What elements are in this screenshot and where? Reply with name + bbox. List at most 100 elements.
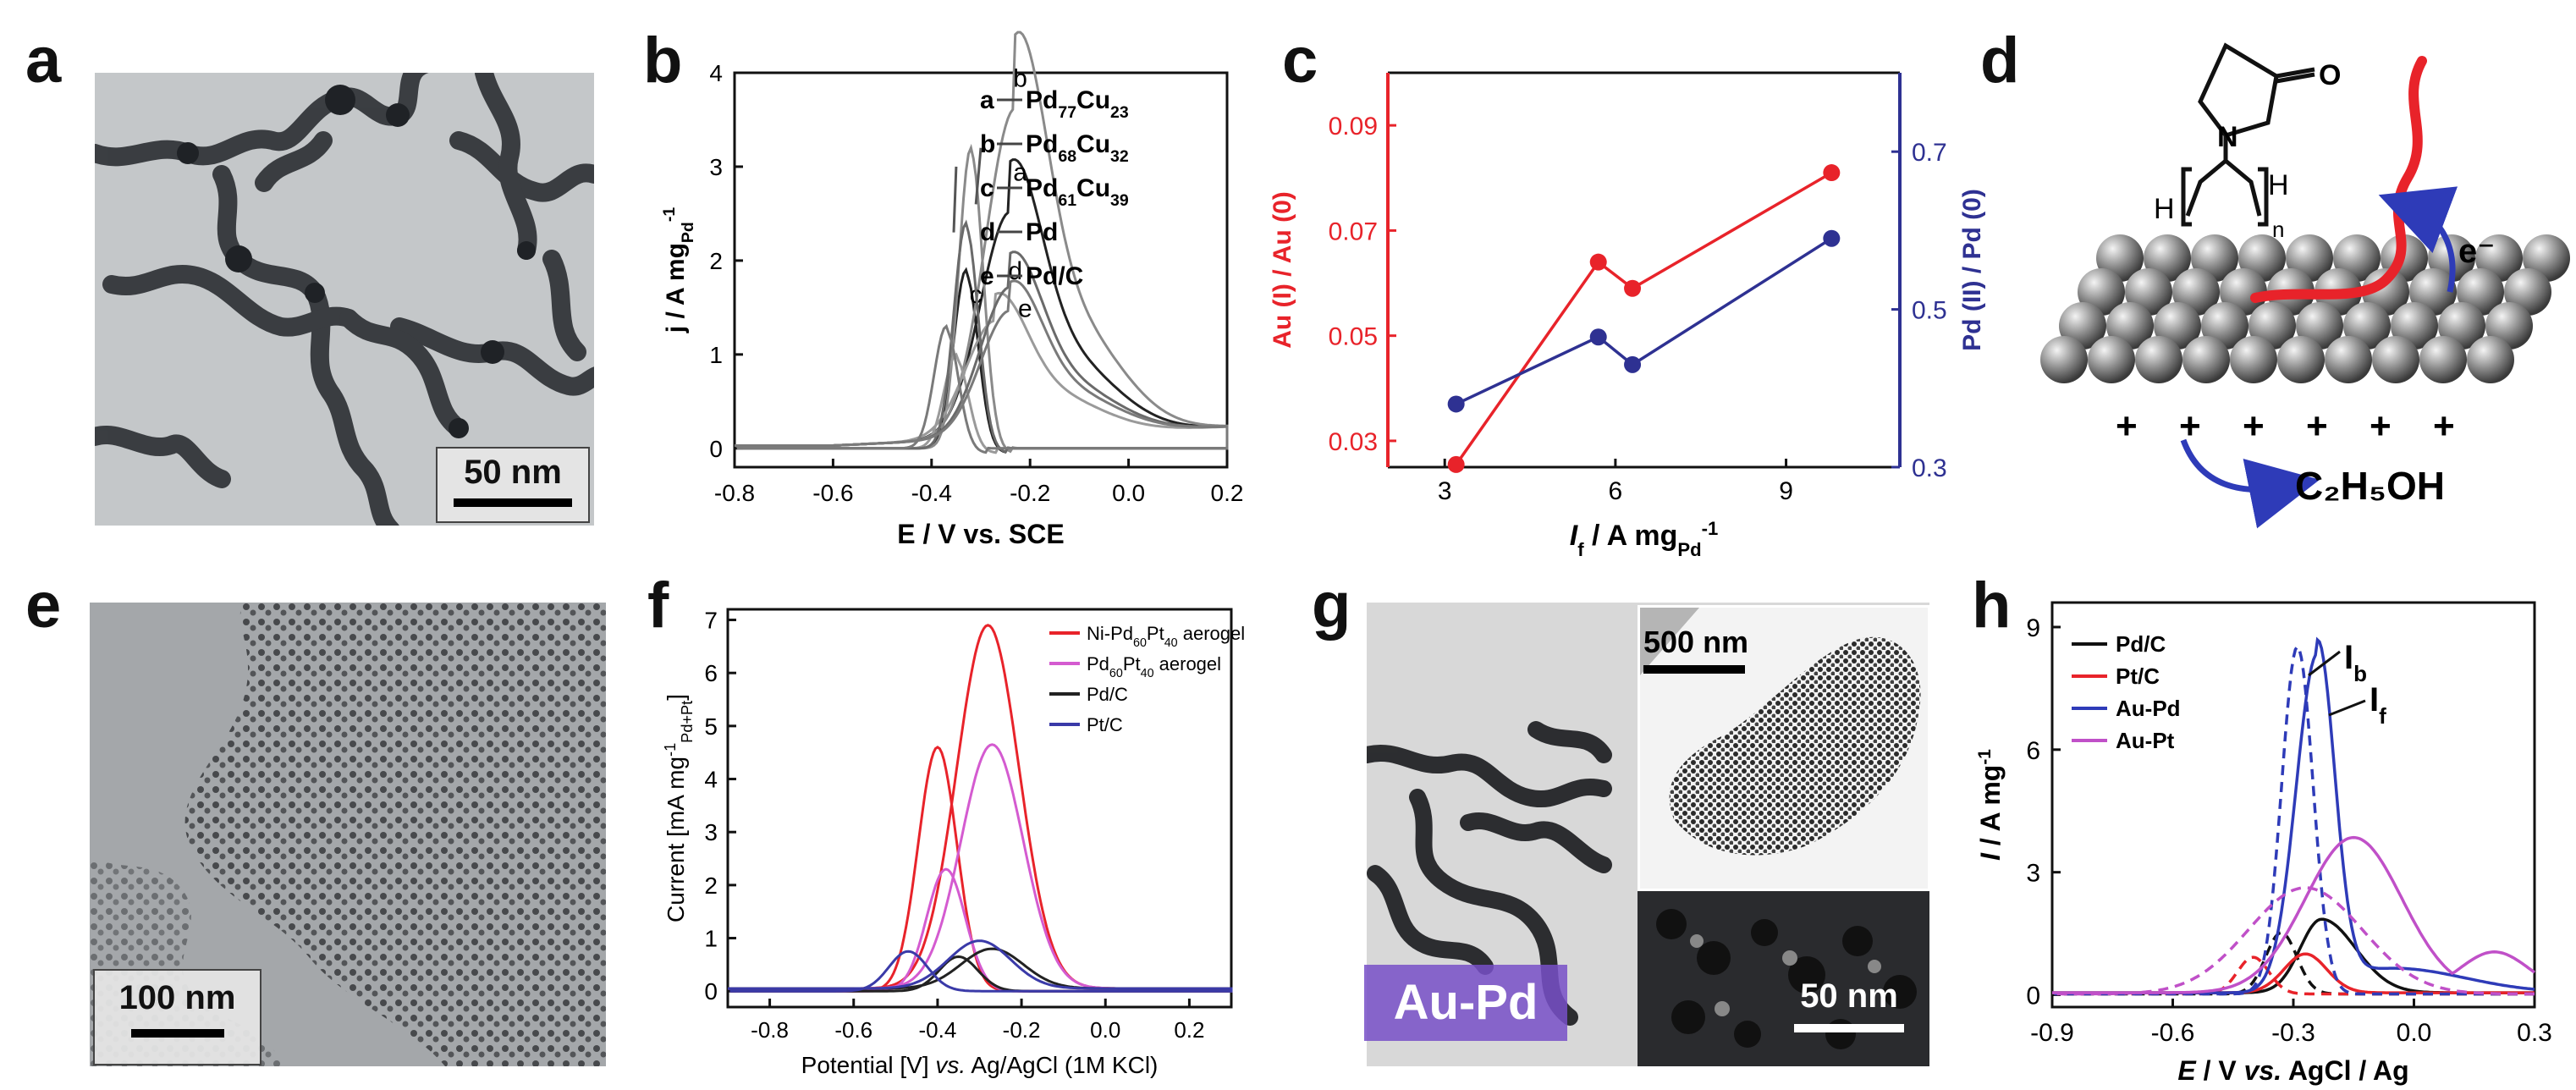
x-tick-label: -0.2 (1010, 480, 1050, 506)
x-tick-label: -0.3 (2271, 1019, 2315, 1047)
data-point-left (1624, 279, 1642, 297)
legend-label-part: Cu (1076, 174, 1110, 202)
curve-label-e: e (1018, 295, 1032, 322)
y-tick-label: 3 (704, 819, 718, 845)
legend-key: e (980, 262, 994, 290)
legend-label: Pd68Cu32 (1026, 130, 1129, 166)
legend-label-part: 39 (1110, 191, 1129, 210)
legend-key: c (980, 174, 994, 202)
legend-label-part: 77 (1058, 103, 1076, 122)
panel-letter-a: a (25, 25, 62, 96)
x-axis-label-part: Pd (1677, 539, 1701, 560)
legend-label-part: Pd (1026, 174, 1058, 202)
series-line-right (1455, 237, 1833, 405)
annotation-if: If (2370, 681, 2386, 729)
y-tick-label: 0 (704, 978, 718, 1005)
curve-label-d: d (1008, 257, 1022, 285)
y-axis-label-part: Pd+Pt (679, 701, 696, 743)
x-tick-label: 0.2 (1211, 480, 1244, 506)
y-axis-label-part: -1 (660, 207, 679, 222)
x-tick-label: -0.2 (1003, 1017, 1041, 1043)
x-axis-label-part: vs. (2244, 1055, 2282, 1086)
x-axis-label: Potential [V] vs. Ag/AgCl (1M KCl) (801, 1052, 1159, 1078)
tem-network-a (95, 73, 594, 526)
legend-label-part: Pd (1026, 86, 1058, 114)
y-axis-label-part: Pd (679, 222, 697, 243)
metal-atom (2088, 336, 2135, 383)
y-tick-label-right: 0.7 (1912, 139, 1947, 167)
cv-curve (728, 624, 1233, 993)
x-axis-label-part: AgCl / Ag (2282, 1055, 2409, 1086)
legend-label: Au-Pt (2116, 728, 2175, 753)
legend-label: Pd/C (1087, 684, 1128, 705)
cv-curve (728, 939, 1233, 993)
chart-c: 3 6 9 0.03 0.05 0.07 0.09 0.3 0.5 0.7 Au (I) / Au … (1269, 71, 1986, 560)
y-tick-label-right: 0.5 (1912, 297, 1947, 325)
y-axis-label-part: -1 (1975, 749, 1995, 765)
y-axis-label-right: Pd (II) / Pd (0) (1958, 189, 1986, 351)
x-axis-label-part: / A mg (1584, 520, 1678, 552)
legend-label-part: aerogel (1178, 623, 1246, 644)
plus-sign: + (2433, 405, 2455, 447)
x-axis-label: If / A mgPd-1 (1570, 518, 1719, 560)
inset-scalebar-line-g (1643, 665, 1745, 674)
panel-letter-e: e (25, 570, 62, 641)
product-label: C₂H₅OH (2295, 464, 2445, 508)
legend-label-part: Pd (1026, 218, 1058, 246)
plus-sign: + (2370, 405, 2392, 447)
x-tick-label: -0.8 (714, 480, 755, 506)
data-point-right (1447, 395, 1465, 413)
y-axis-label: Current [mA mg-1Pd+Pt] (662, 694, 696, 922)
scalebar-line-a (454, 498, 572, 507)
scalebar-label-a: 50 nm (464, 454, 562, 491)
x-tick-label: 0.0 (1112, 480, 1145, 506)
tem-network-g (1367, 721, 1929, 1066)
y-tick-label-left: 0.05 (1329, 323, 1378, 351)
legend-label-part: 40 (1141, 667, 1154, 680)
panel-letter-g: g (1312, 570, 1351, 641)
y-tick-label: 0 (2026, 983, 2040, 1010)
data-point-left (1447, 455, 1465, 473)
chart-f: -0.8 -0.6 -0.4 -0.2 0.0 0.2 0 1 2 3 4 5 6 7 Potential … (662, 608, 1245, 1078)
y-tick-label: 1 (709, 342, 723, 368)
data-point-right (1589, 328, 1607, 346)
data-point-left (1823, 164, 1841, 182)
y-axis-label-part: I (1975, 852, 2006, 861)
legend-key: d (980, 218, 995, 246)
legend-label-part: 68 (1058, 147, 1076, 166)
forward-scan (2052, 636, 2535, 994)
y-tick-label: 3 (2026, 860, 2040, 888)
molecule-h-left: H (2154, 193, 2175, 225)
legend-label: Pd/C (2116, 631, 2166, 657)
legend-label: Pd/C (1026, 262, 1083, 290)
x-axis-label: E / V vs. AgCl / Ag (2177, 1055, 2408, 1086)
x-axis-label-part: E (2177, 1055, 2197, 1086)
annotation-ib-part: b (2353, 661, 2367, 686)
data-point-right (1624, 355, 1642, 373)
legend-key: b (980, 130, 995, 158)
legend-label: Pd60Pt40 aerogel (1087, 653, 1221, 680)
x-tick-label: -0.6 (834, 1017, 872, 1043)
y-tick-label: 6 (704, 660, 718, 686)
annotation-ib-part: I (2344, 639, 2353, 676)
metal-atom (2372, 336, 2419, 383)
plus-sign: + (2243, 405, 2265, 447)
cv-curve (728, 743, 1233, 993)
y-axis-label-part: ] (663, 694, 689, 701)
panel-letter-h: h (1972, 570, 2012, 641)
x-axis-label-part: -1 (1702, 518, 1719, 539)
curve-label-b: b (1013, 65, 1027, 93)
legend-label: Pt/C (1087, 714, 1123, 735)
annotation-ib-pointer (2308, 650, 2341, 677)
x-tick-label: -0.4 (919, 1017, 957, 1043)
scalebar-line-e (130, 1029, 224, 1038)
x-tick-label: 9 (1779, 477, 1793, 505)
molecule-n: N (2217, 121, 2238, 153)
metal-atom (2467, 336, 2514, 383)
x-tick-label: -0.9 (2030, 1019, 2074, 1047)
y-axis-label-part: / A mg (1975, 765, 2006, 853)
y-axis-label-part: -1 (662, 743, 679, 757)
x-tick-label: -0.6 (2151, 1019, 2195, 1047)
legend-label-part: Pd/C (1026, 262, 1083, 290)
y-tick-label: 4 (709, 60, 723, 86)
